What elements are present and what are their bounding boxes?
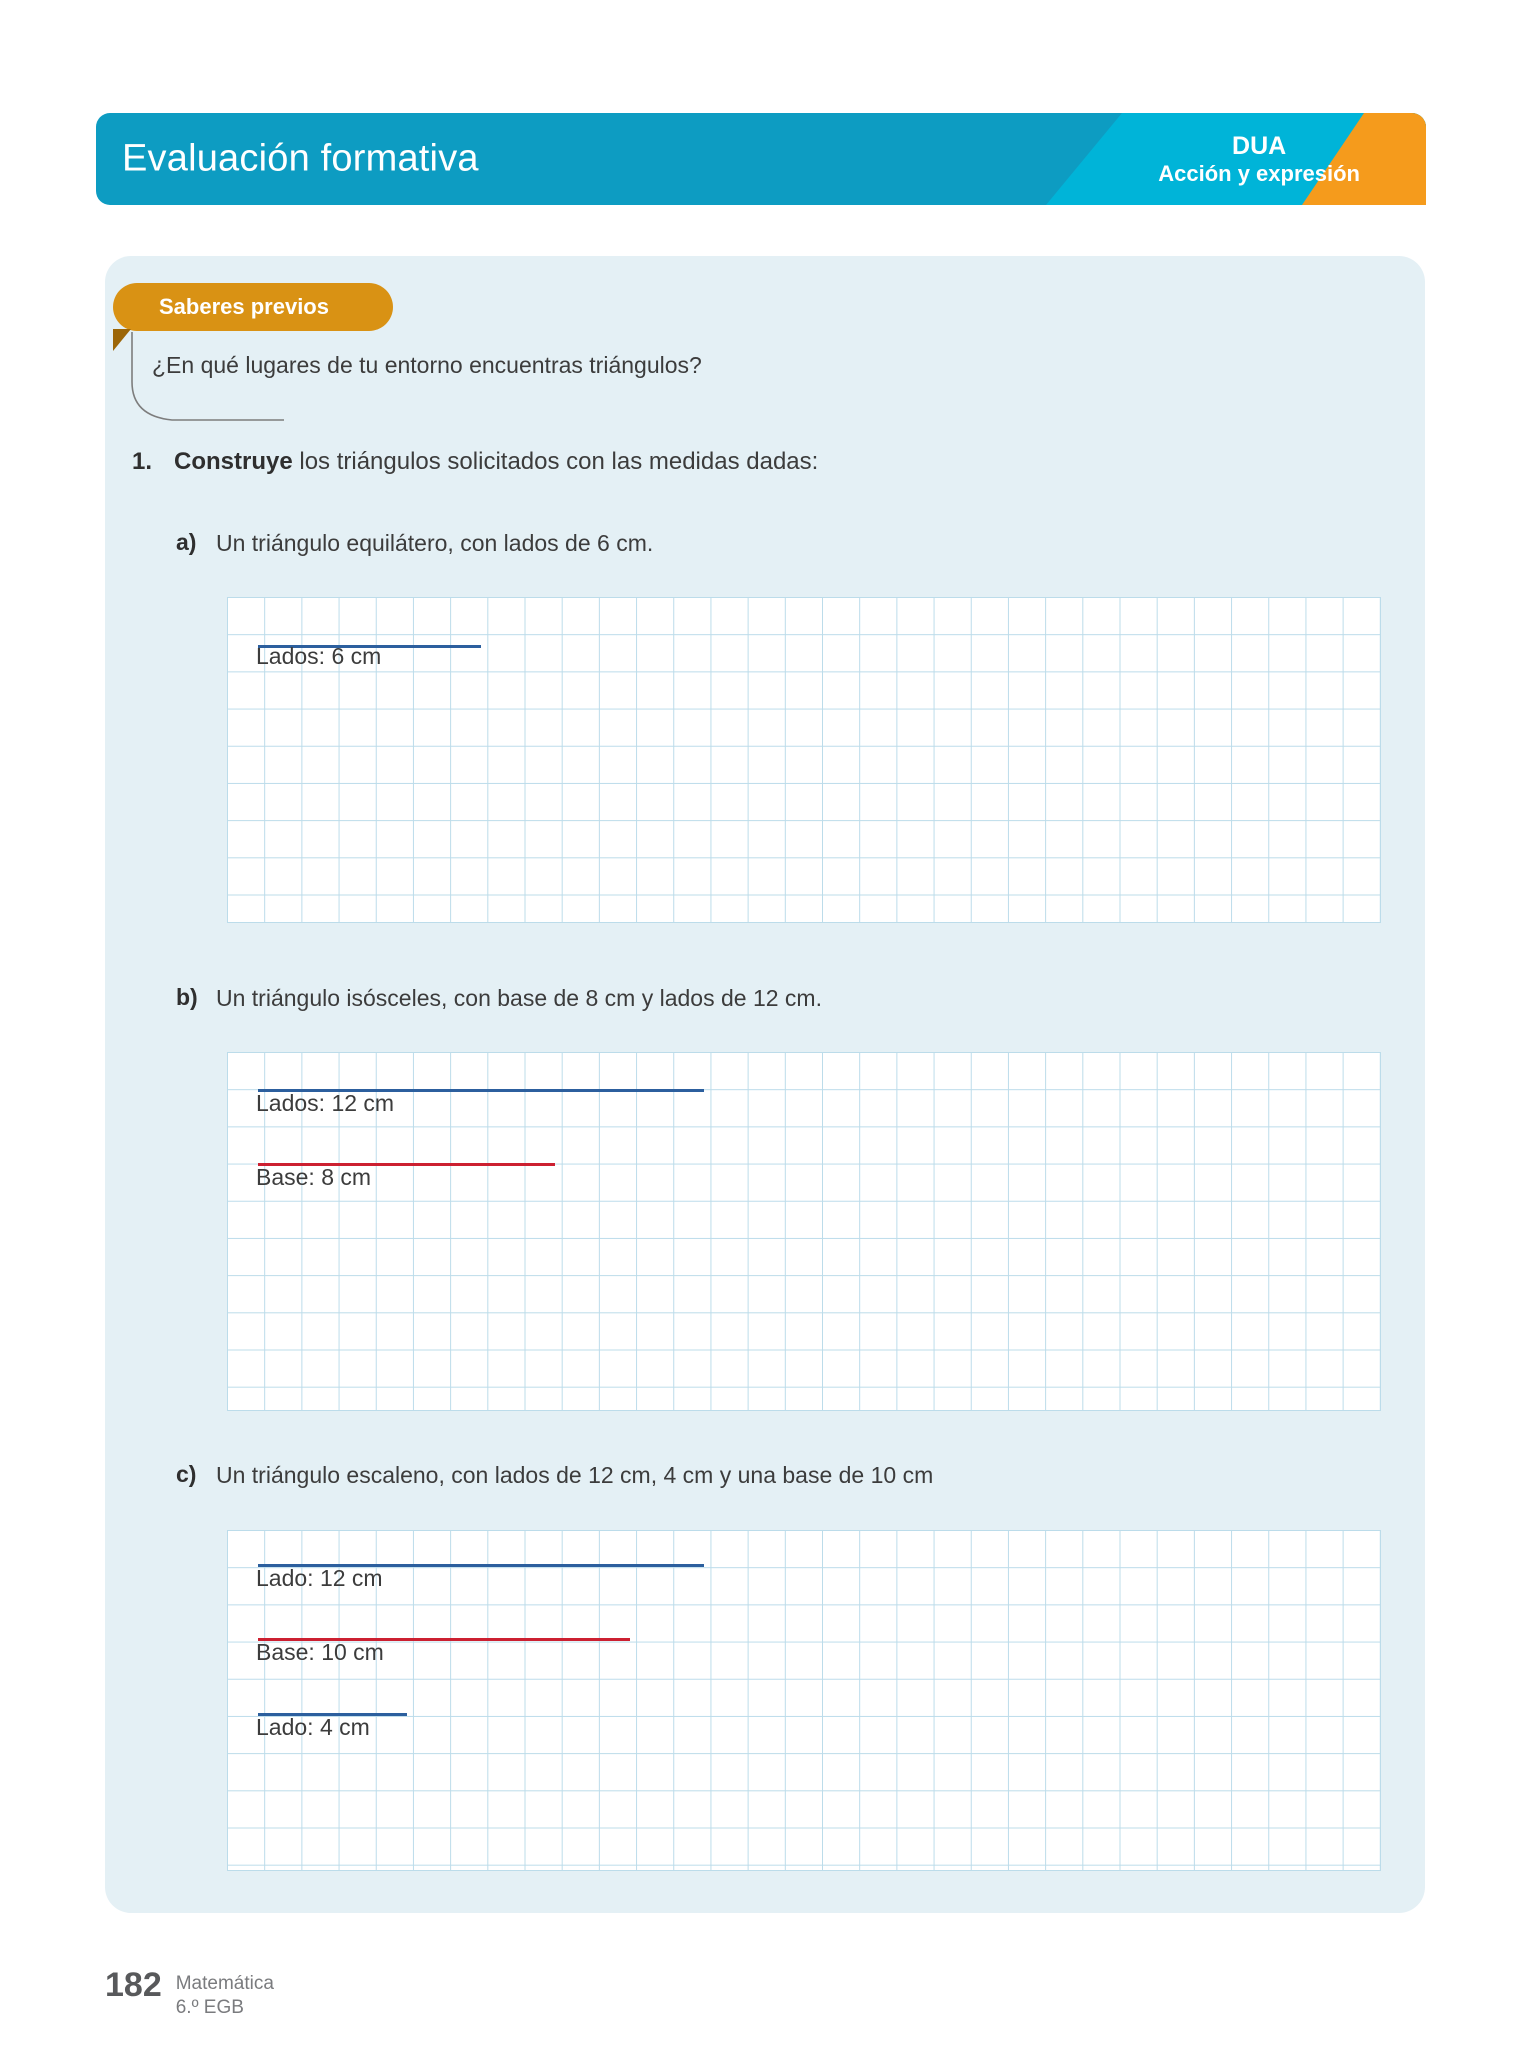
grid-b[interactable] <box>227 1052 1381 1411</box>
prior-knowledge-badge-label: Saberes previos <box>159 294 329 319</box>
sub-item-b-letter: b) <box>176 984 198 1010</box>
footer-subject: Matemática <box>175 1973 274 1994</box>
exercise-instruction-verb: Construye <box>174 448 293 475</box>
exercise-number: 1. <box>132 448 153 475</box>
footer-text-block: Matemática 6.º EGB <box>176 1968 274 2020</box>
sub-item-b-text: Un triángulo isósceles, con base de 8 cm… <box>216 985 822 1011</box>
sub-item-a-letter: a) <box>176 529 197 555</box>
sub-item-c-text: Un triángulo escaleno, con lados de 12 c… <box>216 1462 934 1488</box>
measure-line-c-3 <box>258 1713 407 1716</box>
measure-label-c-3: Lado: 4 cm <box>256 1714 370 1740</box>
measure-label-a-1: Lados: 6 cm <box>256 643 382 669</box>
prior-knowledge-badge: Saberes previos <box>113 283 393 331</box>
dua-title: DUA <box>1232 131 1287 160</box>
measure-line-b-1 <box>258 1089 704 1092</box>
dua-block: DUA Acción y expresión <box>1158 132 1360 186</box>
page-header-banner: Evaluación formativa DUA Acción y expres… <box>96 113 1426 205</box>
measure-label-b-1: Lados: 12 cm <box>256 1090 395 1116</box>
dua-subtitle: Acción y expresión <box>1158 160 1360 186</box>
page-footer: 182 Matemática 6.º EGB <box>105 1968 274 2020</box>
sub-item-c-letter: c) <box>176 1461 197 1487</box>
sub-item-a-text: Un triángulo equilátero, con lados de 6 … <box>216 530 654 556</box>
measure-line-c-2 <box>258 1638 630 1641</box>
footer-page-number: 182 <box>105 1966 162 2004</box>
grid-c[interactable] <box>227 1530 1381 1871</box>
measure-label-b-2: Base: 8 cm <box>256 1164 372 1190</box>
measure-line-c-1 <box>258 1564 704 1567</box>
measure-line-b-2 <box>258 1163 555 1166</box>
measure-label-c-2: Base: 10 cm <box>256 1639 384 1665</box>
exercise-instruction-rest: los triángulos solicitados con las medid… <box>292 448 819 475</box>
footer-grade: 6.º EGB <box>175 1996 244 2018</box>
page-title: Evaluación formativa <box>122 137 479 180</box>
measure-label-c-1: Lado: 12 cm <box>256 1565 383 1591</box>
badge-tail-icon <box>113 329 131 351</box>
prior-knowledge-question: ¿En qué lugares de tu entorno encuentras… <box>152 352 702 378</box>
grid-a[interactable] <box>227 597 1381 923</box>
measure-line-a-1 <box>258 645 481 648</box>
header-orange-corner-icon <box>1302 113 1426 205</box>
exercise-instruction: Construye los triángulos solicitados con… <box>174 448 818 476</box>
